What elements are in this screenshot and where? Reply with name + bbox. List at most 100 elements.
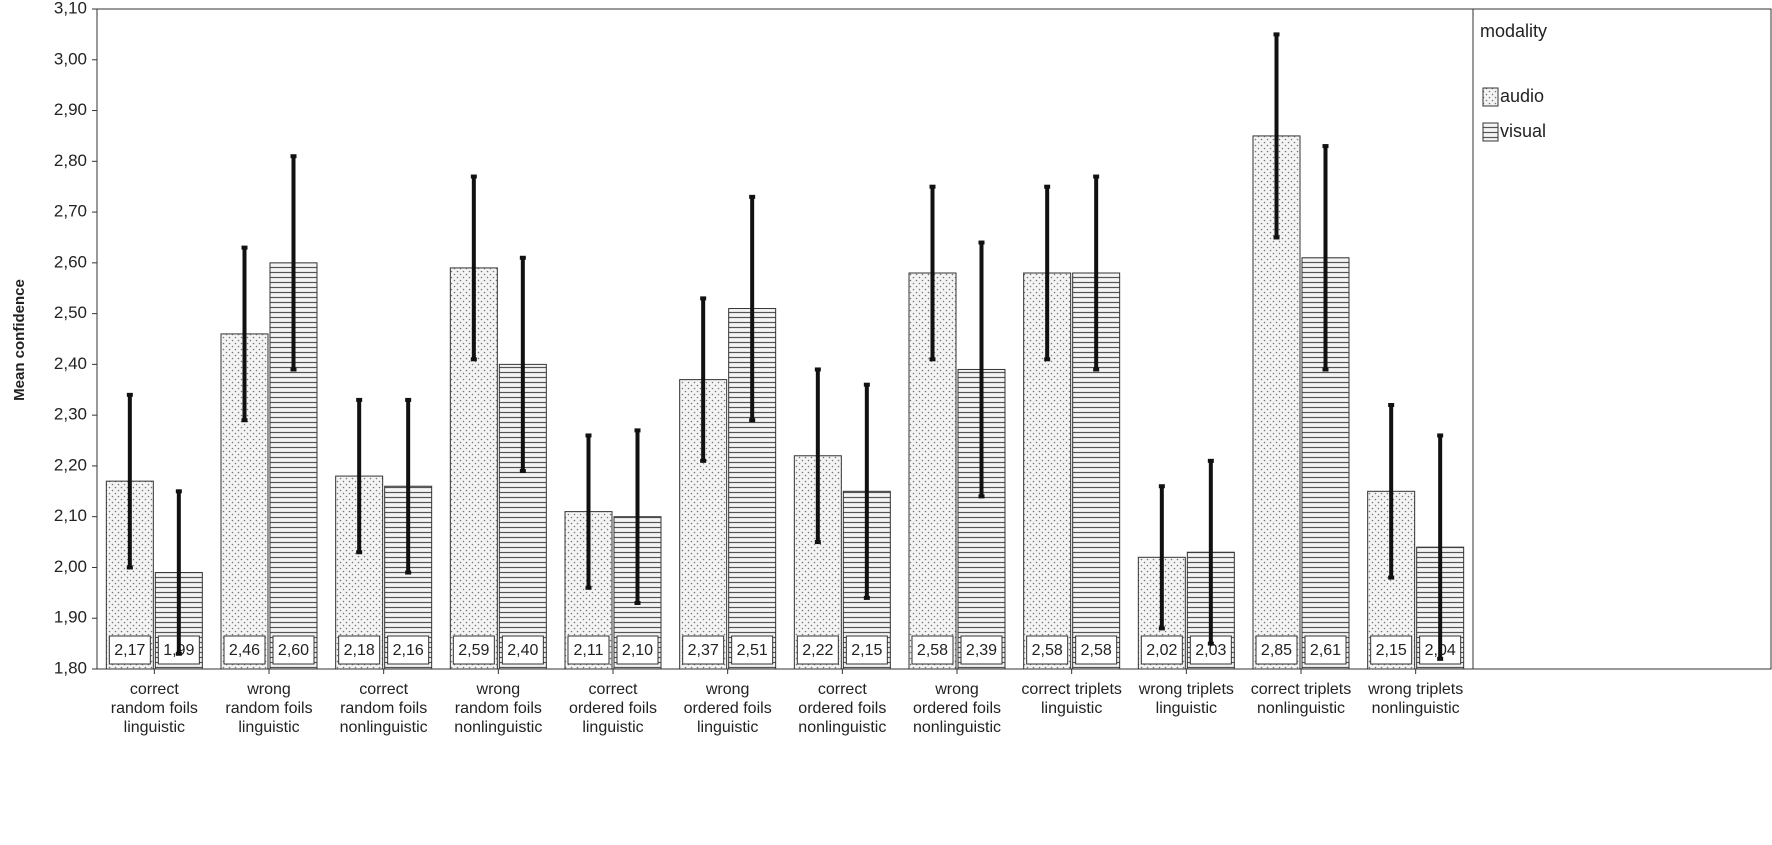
value-label: 2,51 xyxy=(737,642,768,659)
value-label-box xyxy=(796,635,839,665)
value-label-box xyxy=(911,635,954,665)
value-label-box xyxy=(452,635,495,665)
value-label: 2,58 xyxy=(1032,642,1063,659)
value-label: 2,46 xyxy=(229,642,260,659)
legend-label: audio xyxy=(1500,86,1544,106)
error-bar xyxy=(634,428,641,605)
error-bar xyxy=(1158,484,1165,631)
value-label: 2,39 xyxy=(966,642,997,659)
x-tick-label: wrong triplets nonlinguistic xyxy=(1367,681,1463,717)
y-tick-label: 1,90 xyxy=(54,608,87,627)
error-bar xyxy=(1044,184,1051,362)
x-tick-label: wrong ordered foils linguistic xyxy=(684,681,772,736)
value-label: 2,02 xyxy=(1146,642,1177,659)
value-label-box xyxy=(682,635,725,665)
bar xyxy=(269,262,318,670)
error-bar xyxy=(1322,144,1329,372)
y-tick-label: 2,00 xyxy=(54,557,87,576)
value-label: 2,85 xyxy=(1261,642,1292,659)
error-bar xyxy=(929,184,936,362)
value-label-box xyxy=(272,635,315,665)
error-bar xyxy=(749,194,756,423)
value-label-box xyxy=(845,635,888,665)
value-label-box xyxy=(1255,635,1298,665)
y-tick-label: 2,70 xyxy=(54,202,87,221)
error-bar xyxy=(405,397,412,575)
value-label: 2,37 xyxy=(688,642,719,659)
y-tick-label: 2,10 xyxy=(54,506,87,525)
value-label-box xyxy=(1140,635,1183,665)
error-bar xyxy=(1273,32,1280,240)
y-tick-label: 2,60 xyxy=(54,252,87,271)
error-bar xyxy=(814,367,821,545)
error-bar xyxy=(175,489,182,656)
y-tick-label: 3,10 xyxy=(54,0,87,17)
y-tick-label: 2,50 xyxy=(54,303,87,322)
value-label-box xyxy=(616,635,659,665)
value-label: 2,40 xyxy=(507,642,538,659)
x-tick-label: wrong random foils linguistic xyxy=(225,681,312,736)
error-bar xyxy=(356,397,363,555)
y-tick-label: 1,80 xyxy=(54,658,87,677)
error-bar xyxy=(241,245,248,423)
value-label: 2,16 xyxy=(393,642,424,659)
value-label-box xyxy=(338,635,381,665)
x-tick-label: correct ordered foils linguistic xyxy=(569,681,657,736)
error-bar xyxy=(470,174,477,362)
value-label-box xyxy=(960,635,1003,665)
error-bar xyxy=(1388,403,1395,580)
y-tick-label: 2,30 xyxy=(54,405,87,424)
x-tick-label: wrong random foils nonlinguistic xyxy=(454,681,542,736)
y-tick-label: 2,80 xyxy=(54,151,87,170)
error-bar xyxy=(126,392,133,570)
value-label: 2,58 xyxy=(1081,642,1112,659)
value-label-box xyxy=(223,635,266,665)
value-label: 2,11 xyxy=(574,642,604,659)
value-label: 2,15 xyxy=(851,642,882,659)
legend-title: modality xyxy=(1480,21,1547,41)
x-tick-label: correct random foils linguistic xyxy=(111,681,198,736)
x-tick-label: wrong ordered foils nonlinguistic xyxy=(913,681,1001,736)
y-tick-label: 2,90 xyxy=(54,100,87,119)
error-bar xyxy=(1093,174,1100,372)
error-bar xyxy=(863,382,870,600)
value-label: 2,17 xyxy=(114,642,145,659)
value-label-box xyxy=(1075,635,1118,665)
value-label: 2,18 xyxy=(344,642,375,659)
value-label-box xyxy=(567,635,610,665)
value-label-box xyxy=(387,635,430,665)
y-tick-label: 2,40 xyxy=(54,354,87,373)
value-label: 2,61 xyxy=(1310,642,1341,659)
value-label-box xyxy=(108,635,151,665)
value-label-box xyxy=(501,635,544,665)
error-bar xyxy=(585,433,592,590)
y-tick-label: 2,20 xyxy=(54,455,87,474)
legend-swatch xyxy=(1482,122,1499,142)
value-label: 2,59 xyxy=(458,642,489,659)
value-label: 2,22 xyxy=(802,642,833,659)
legend-swatch xyxy=(1482,87,1499,107)
value-label-box xyxy=(1370,635,1413,665)
legend-label: visual xyxy=(1500,121,1546,141)
value-label-box xyxy=(1304,635,1347,665)
x-tick-label: correct random foils nonlinguistic xyxy=(340,681,428,736)
error-bar xyxy=(978,240,985,499)
value-label: 2,15 xyxy=(1376,642,1407,659)
value-label: 2,60 xyxy=(278,642,309,659)
error-bar xyxy=(1437,433,1444,661)
value-label: 2,58 xyxy=(917,642,948,659)
error-bar xyxy=(519,255,526,473)
x-tick-label: correct triplets nonlinguistic xyxy=(1251,681,1351,717)
x-tick-label: correct triplets linguistic xyxy=(1021,681,1121,717)
error-bar xyxy=(700,296,707,463)
error-bar xyxy=(290,154,297,372)
x-tick-label: correct ordered foils nonlinguistic xyxy=(798,681,886,736)
value-label: 2,03 xyxy=(1195,642,1226,659)
value-label-box xyxy=(1026,635,1069,665)
value-label-box xyxy=(731,635,774,665)
value-label: 2,10 xyxy=(622,642,653,659)
x-tick-label: wrong triplets linguistic xyxy=(1138,681,1234,717)
y-axis-label: Mean confidence xyxy=(11,279,28,401)
